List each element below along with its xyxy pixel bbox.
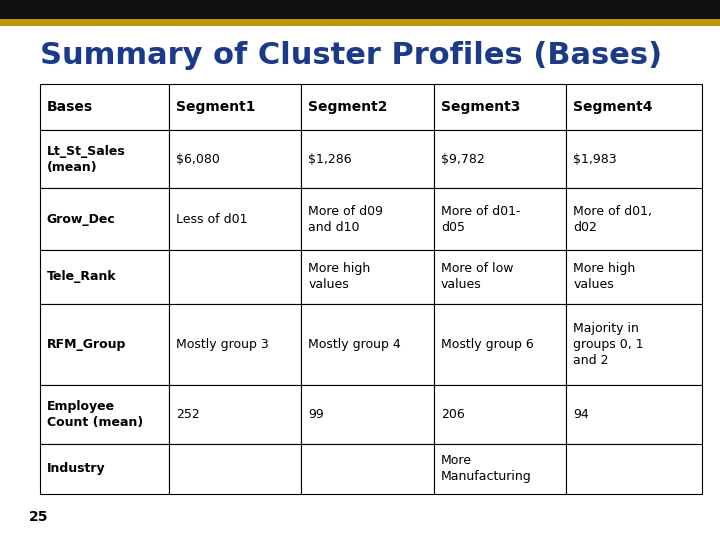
Text: More high
values: More high values bbox=[308, 262, 371, 292]
Text: Segment4: Segment4 bbox=[573, 99, 653, 113]
Text: Segment1: Segment1 bbox=[176, 99, 256, 113]
Text: RFM_Group: RFM_Group bbox=[47, 338, 126, 351]
Text: More of d09
and d10: More of d09 and d10 bbox=[308, 205, 384, 233]
Text: $1,983: $1,983 bbox=[573, 152, 617, 166]
Text: Segment3: Segment3 bbox=[441, 99, 521, 113]
Text: 206: 206 bbox=[441, 408, 464, 421]
Text: Mostly group 4: Mostly group 4 bbox=[308, 338, 401, 351]
Text: Lt_St_Sales
(mean): Lt_St_Sales (mean) bbox=[47, 145, 125, 173]
Text: Bases: Bases bbox=[47, 99, 93, 113]
Text: Less of d01: Less of d01 bbox=[176, 213, 248, 226]
Text: More of low
values: More of low values bbox=[441, 262, 513, 292]
Text: More high
values: More high values bbox=[573, 262, 636, 292]
Text: More of d01-
d05: More of d01- d05 bbox=[441, 205, 521, 233]
Text: Mostly group 6: Mostly group 6 bbox=[441, 338, 534, 351]
Text: 252: 252 bbox=[176, 408, 199, 421]
Text: $1,286: $1,286 bbox=[308, 152, 352, 166]
Text: Grow_Dec: Grow_Dec bbox=[47, 213, 115, 226]
Text: Segment2: Segment2 bbox=[308, 99, 388, 113]
Text: 99: 99 bbox=[308, 408, 324, 421]
Text: 94: 94 bbox=[573, 408, 589, 421]
Text: 25: 25 bbox=[29, 510, 48, 524]
Text: Tele_Rank: Tele_Rank bbox=[47, 271, 117, 284]
Text: Majority in
groups 0, 1
and 2: Majority in groups 0, 1 and 2 bbox=[573, 322, 644, 367]
Text: Summary of Cluster Profiles (Bases): Summary of Cluster Profiles (Bases) bbox=[40, 40, 662, 70]
Text: More
Manufacturing: More Manufacturing bbox=[441, 455, 531, 483]
Text: $6,080: $6,080 bbox=[176, 152, 220, 166]
Text: $9,782: $9,782 bbox=[441, 152, 485, 166]
Text: More of d01,
d02: More of d01, d02 bbox=[573, 205, 652, 233]
Text: Industry: Industry bbox=[47, 462, 105, 476]
Text: Employee
Count (mean): Employee Count (mean) bbox=[47, 400, 143, 429]
Text: Mostly group 3: Mostly group 3 bbox=[176, 338, 269, 351]
